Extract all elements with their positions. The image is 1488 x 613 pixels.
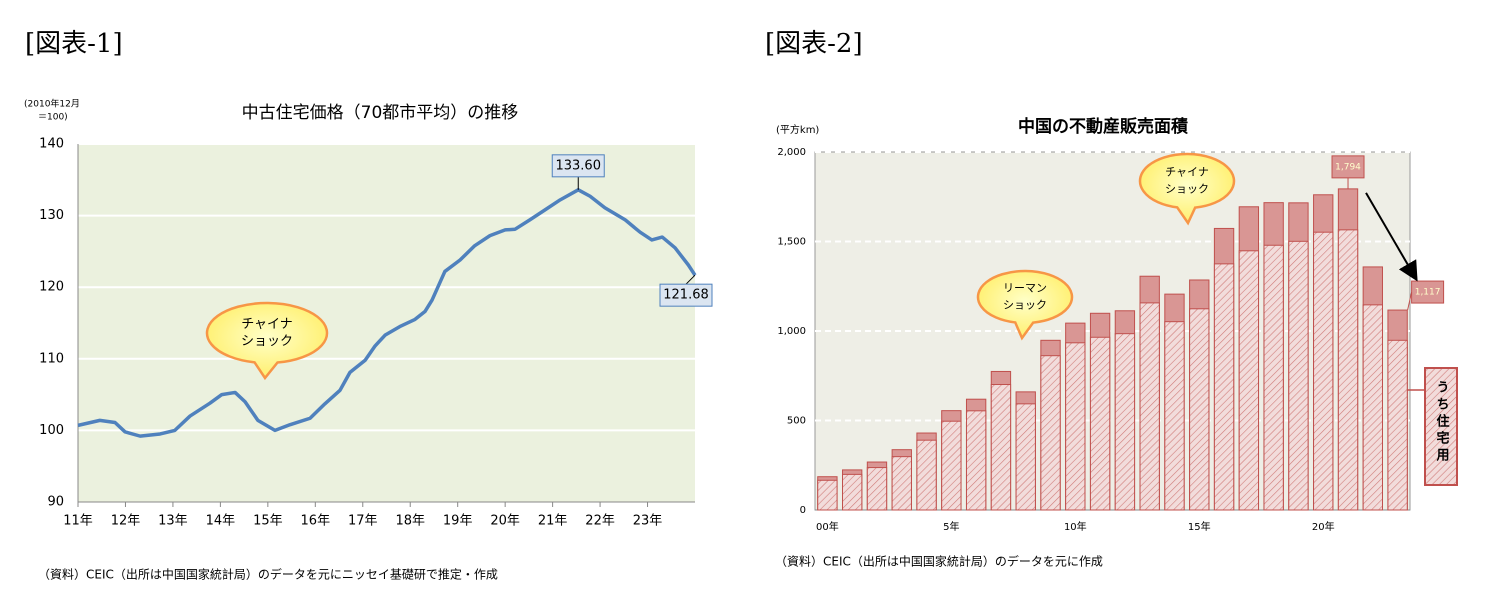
x-tick-label: 5年	[943, 520, 959, 533]
callout-bubble	[976, 269, 1074, 341]
bar	[1139, 302, 1160, 511]
plot-area	[78, 144, 695, 502]
y-tick-label: 110	[39, 351, 64, 366]
section-heading: [図表-1]	[25, 29, 123, 59]
x-tick-label: 00年	[816, 520, 839, 533]
x-tick-label: 12年	[111, 514, 141, 529]
y-tick-label: 120	[39, 280, 64, 295]
data-label-box	[659, 283, 713, 307]
y-tick-label: 140	[39, 137, 64, 152]
callout-bubble	[1138, 152, 1236, 226]
trend-arrow	[1365, 192, 1418, 282]
bar	[1337, 229, 1359, 511]
y-tick-label: 0	[800, 505, 806, 516]
bar	[1164, 321, 1185, 511]
callout-text: ショック	[1165, 183, 1209, 196]
x-tick-label: 16年	[301, 514, 331, 529]
x-tick-label: 10年	[1064, 520, 1087, 533]
callout-bubble	[205, 301, 329, 381]
y-tick-label: 1,500	[777, 237, 806, 248]
y-tick-label: 1,000	[777, 326, 806, 337]
x-tick-label: 19年	[443, 514, 473, 529]
bar	[1387, 339, 1408, 511]
bar	[1263, 244, 1284, 511]
bar	[1213, 263, 1235, 511]
bar	[990, 384, 1012, 511]
bar	[891, 456, 912, 511]
y-tick-label: 130	[39, 208, 64, 223]
chart-title: 中古住宅価格（70都市平均）の推移	[242, 103, 519, 123]
bar	[1313, 231, 1334, 511]
data-label-box	[551, 154, 605, 178]
bar	[1040, 355, 1061, 511]
bar	[1189, 308, 1210, 511]
callout-text: チャイナ	[1165, 166, 1209, 179]
data-label-box	[1411, 280, 1445, 304]
data-label: 133.60	[555, 158, 601, 173]
bar	[842, 473, 863, 511]
bar	[1065, 342, 1086, 511]
bar	[866, 467, 888, 511]
callout-text: チャイナ	[241, 317, 293, 332]
bar	[965, 410, 987, 511]
x-tick-label: 21年	[538, 514, 568, 529]
section-heading: [図表-2]	[765, 29, 863, 59]
x-tick-label: 22年	[585, 514, 615, 529]
callout-text: ショック	[1003, 299, 1047, 312]
bar	[1015, 403, 1036, 511]
bar	[817, 479, 838, 511]
bar	[1114, 333, 1136, 511]
x-tick-label: 18年	[395, 514, 425, 529]
label-leader	[685, 274, 696, 285]
x-tick-label: 23年	[633, 514, 663, 529]
x-tick-label: 13年	[158, 514, 188, 529]
data-label: 121.68	[663, 288, 709, 303]
x-tick-label: 20年	[490, 514, 520, 529]
label-leader	[1407, 291, 1413, 311]
legend-swatch	[1424, 367, 1458, 486]
bar	[1288, 240, 1309, 511]
bar	[1238, 250, 1260, 511]
legend-label: うち住宅用	[1434, 380, 1451, 465]
y-tick-label: 500	[787, 416, 806, 427]
y-tick-label: 100	[39, 423, 64, 438]
y-tick-label: 90	[47, 495, 64, 510]
y-tick-label: 2,000	[777, 147, 806, 158]
data-label: 1,117	[1415, 288, 1441, 298]
x-tick-label: 20年	[1312, 520, 1335, 533]
bar	[916, 439, 937, 511]
source-note: （資料）CEIC（出所は中国国家統計局）のデータを元に作成	[775, 554, 1103, 569]
y-unit-label: (平方km)	[776, 123, 819, 136]
bar	[1362, 304, 1383, 511]
x-tick-label: 15年	[253, 514, 283, 529]
chart-title: 中国の不動産販売面積	[1018, 116, 1189, 137]
source-note: （資料）CEIC（出所は中国国家統計局）のデータを元にニッセイ基礎研で推定・作成	[38, 567, 498, 582]
bar	[941, 420, 962, 511]
bar	[1089, 336, 1111, 511]
x-tick-label: 14年	[206, 514, 236, 529]
callout-text: リーマン	[1003, 282, 1047, 295]
line	[77, 188, 697, 438]
x-tick-label: 11年	[63, 514, 93, 529]
data-label-box	[1331, 155, 1365, 179]
data-label: 1,794	[1335, 162, 1361, 172]
x-tick-label: 15年	[1188, 520, 1211, 533]
y-unit-label: ＝100)	[38, 113, 68, 123]
callout-text: ショック	[241, 334, 293, 349]
x-tick-label: 17年	[348, 514, 378, 529]
y-unit-label: (2010年12月	[24, 98, 80, 110]
